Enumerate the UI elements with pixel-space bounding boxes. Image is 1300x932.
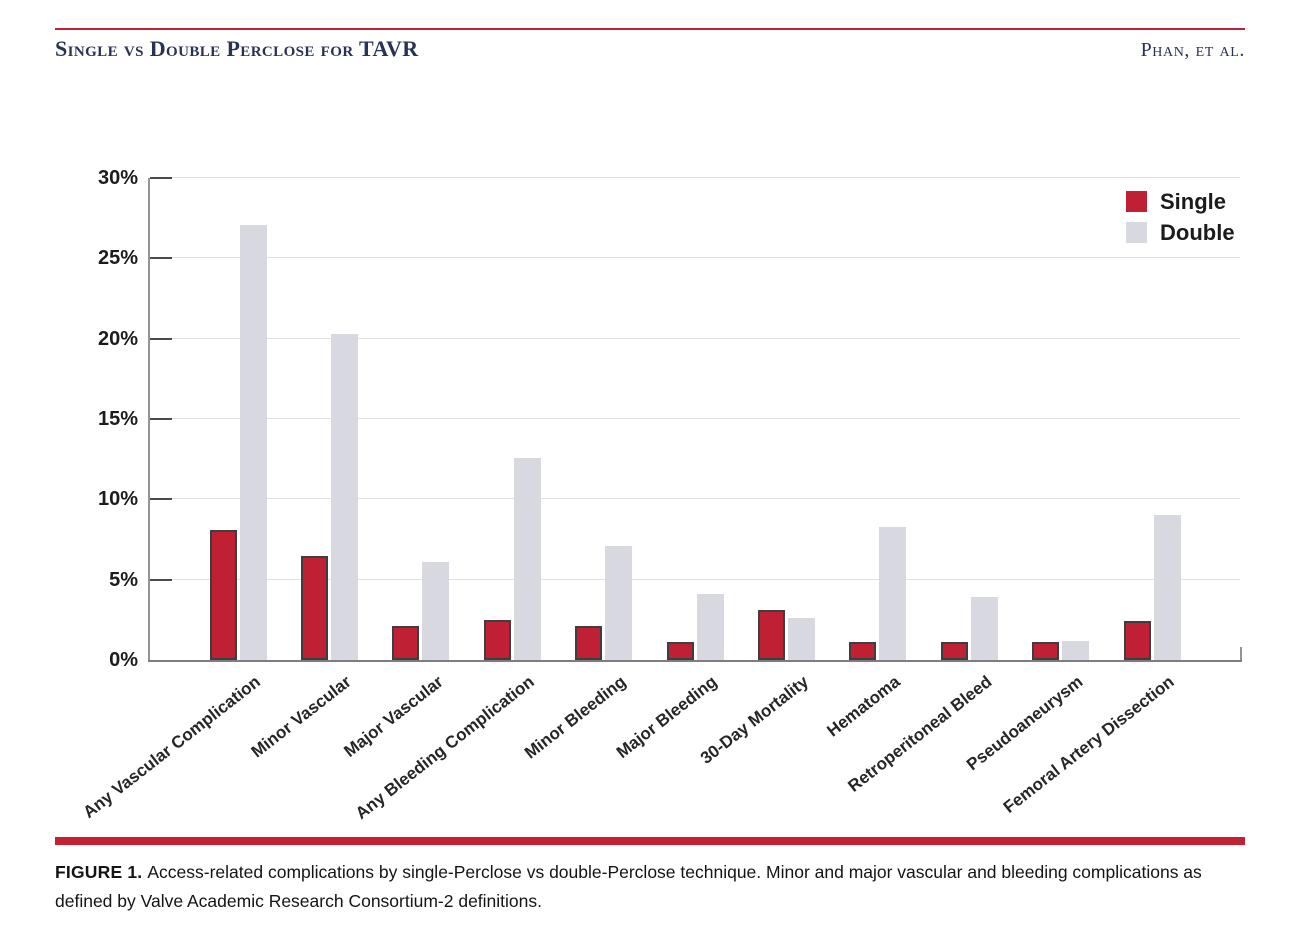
- y-tick-mark: [150, 418, 172, 420]
- bar-single: [666, 642, 694, 660]
- bar-single: [757, 610, 785, 660]
- y-tick-mark: [150, 578, 172, 581]
- y-axis-line: [148, 178, 150, 660]
- y-axis-label: 10%: [97, 488, 138, 511]
- bar-single: [940, 642, 968, 660]
- bar-single: [392, 626, 420, 660]
- running-authors: Phan, et al.: [1140, 39, 1245, 61]
- x-axis-label-text: Any Vascular Complication: [79, 672, 264, 822]
- legend-swatch-single: [1126, 191, 1147, 212]
- legend-item-single: Single: [1126, 190, 1235, 213]
- y-tick-mark: [150, 177, 172, 179]
- x-axis-label-text: Hematoma: [823, 672, 904, 741]
- running-header: Single vs Double Perclose for TAVR Phan,…: [55, 36, 1245, 62]
- y-tick-mark: [150, 498, 172, 501]
- bar-single: [209, 529, 237, 660]
- x-axis-end-tick: [1240, 647, 1242, 660]
- running-title: Single vs Double Perclose for TAVR: [55, 36, 419, 61]
- gridline: [150, 498, 1240, 500]
- bar-double: [513, 457, 541, 660]
- y-axis-label: 0%: [109, 649, 138, 671]
- figure-caption: FIGURE 1. Access-related complications by…: [55, 858, 1223, 916]
- figure-caption-text: Access-related complications by single-P…: [55, 862, 1202, 911]
- bar-double: [1062, 640, 1090, 660]
- bottom-rule: [55, 837, 1245, 845]
- bar-double: [970, 597, 998, 660]
- y-axis-label: 30%: [97, 167, 138, 189]
- y-axis-label: 25%: [97, 247, 138, 270]
- x-axis-label-text: Any Bleeding Complication: [352, 672, 538, 824]
- gridline: [150, 177, 1240, 178]
- figure-caption-label: FIGURE 1.: [55, 862, 143, 882]
- bar-chart-plot-area: 0% 5% 10% 15% 20% 25% 30% Any Vascular Complica…: [79, 167, 1242, 823]
- y-axis-label: 20%: [97, 327, 138, 350]
- legend-label: Double: [1160, 220, 1235, 245]
- bar-double: [1153, 515, 1181, 660]
- gridline: [150, 337, 1240, 339]
- gridline: [150, 578, 1240, 580]
- legend-item-double: Double: [1126, 221, 1235, 244]
- bar-double: [422, 562, 450, 660]
- bar-double: [239, 224, 267, 660]
- chart-legend: Single Double: [1126, 190, 1235, 252]
- bar-double: [696, 594, 724, 660]
- y-tick-mark: [150, 257, 172, 260]
- y-axis-label: 15%: [97, 408, 138, 430]
- y-axis-label: 5%: [109, 568, 138, 591]
- gridline: [150, 257, 1240, 259]
- x-axis-line: [148, 660, 1242, 662]
- bar-single: [1032, 642, 1060, 660]
- x-axis-label-text: Femoral Artery Dissection: [999, 672, 1178, 817]
- bar-single: [300, 555, 328, 660]
- x-axis-labels: Any Vascular Complication Minor Vascular M…: [79, 660, 1240, 830]
- bar-double: [605, 545, 633, 660]
- gridline: [150, 418, 1240, 419]
- bar-single: [483, 619, 511, 660]
- bar-single: [849, 642, 877, 660]
- bar-double: [879, 526, 907, 660]
- bar-double: [330, 333, 358, 660]
- x-axis-label-text: Minor Vascular: [248, 672, 356, 762]
- bar-single: [1123, 621, 1151, 660]
- legend-swatch-double: [1126, 222, 1147, 243]
- legend-label: Single: [1160, 189, 1227, 214]
- y-tick-mark: [150, 337, 172, 340]
- bar-double: [787, 618, 815, 660]
- top-rule: [55, 28, 1245, 30]
- bar-single: [575, 626, 603, 660]
